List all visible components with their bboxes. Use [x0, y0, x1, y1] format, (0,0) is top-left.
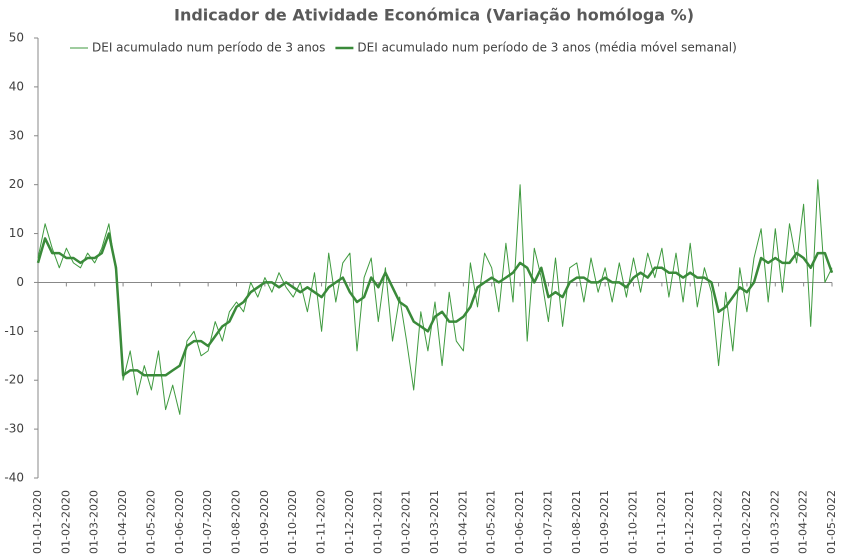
x-tick-label: 01-04-2021: [456, 490, 469, 554]
series-line: [37, 179, 833, 415]
x-tick-label: 01-08-2020: [230, 490, 243, 554]
legend-label: DEI acumulado num período de 3 anos (méd…: [357, 41, 736, 55]
x-tick-label: 01-04-2020: [116, 490, 129, 554]
x-tick-label: 01-04-2022: [797, 490, 810, 554]
y-tick-label: 20: [9, 177, 24, 191]
y-tick-label: 10: [9, 226, 24, 240]
x-tick-label: 01-08-2021: [570, 490, 583, 554]
y-tick-label: 0: [16, 275, 24, 289]
x-tick-label: 01-01-2021: [371, 490, 384, 554]
y-tick-label: 50: [9, 31, 24, 45]
y-tick-label: -30: [4, 422, 24, 436]
x-tick-label: 01-02-2021: [400, 490, 413, 554]
x-tick-label: 01-02-2020: [59, 490, 72, 554]
x-tick-label: 01-05-2020: [144, 490, 157, 554]
legend-label: DEI acumulado num período de 3 anos: [92, 41, 325, 55]
x-tick-label: 01-11-2020: [315, 490, 328, 554]
x-tick-label: 01-07-2020: [201, 490, 214, 554]
x-tick-label: 01-10-2020: [286, 490, 299, 554]
x-tick-label: 01-01-2022: [712, 490, 725, 554]
x-tick-label: 01-05-2022: [825, 490, 838, 554]
y-tick-label: 30: [9, 128, 24, 142]
x-tick-label: 01-06-2020: [173, 490, 186, 554]
x-tick-label: 01-03-2021: [428, 490, 441, 554]
x-tick-label: 01-03-2020: [88, 490, 101, 554]
y-tick-label: -10: [4, 324, 24, 338]
chart-title: Indicador de Atividade Económica (Variaç…: [174, 6, 694, 25]
x-tick-label: 01-07-2021: [541, 490, 554, 554]
y-tick-label: -40: [4, 471, 24, 485]
x-tick-label: 01-06-2021: [513, 490, 526, 554]
x-tick-label: 01-10-2021: [627, 490, 640, 554]
x-tick-label: 01-12-2021: [683, 490, 696, 554]
x-tick-label: 01-09-2020: [258, 490, 271, 554]
x-tick-label: 01-05-2021: [485, 490, 498, 554]
y-tick-label: 40: [9, 79, 24, 93]
x-tick-label: 01-01-2020: [31, 490, 44, 554]
x-tick-label: 01-02-2022: [740, 490, 753, 554]
x-tick-label: 01-12-2020: [343, 490, 356, 554]
y-tick-label: -20: [4, 373, 24, 387]
x-tick-label: 01-11-2021: [655, 490, 668, 554]
x-tick-label: 01-03-2022: [768, 490, 781, 554]
series-line: [36, 232, 834, 377]
x-tick-label: 01-09-2021: [598, 490, 611, 554]
